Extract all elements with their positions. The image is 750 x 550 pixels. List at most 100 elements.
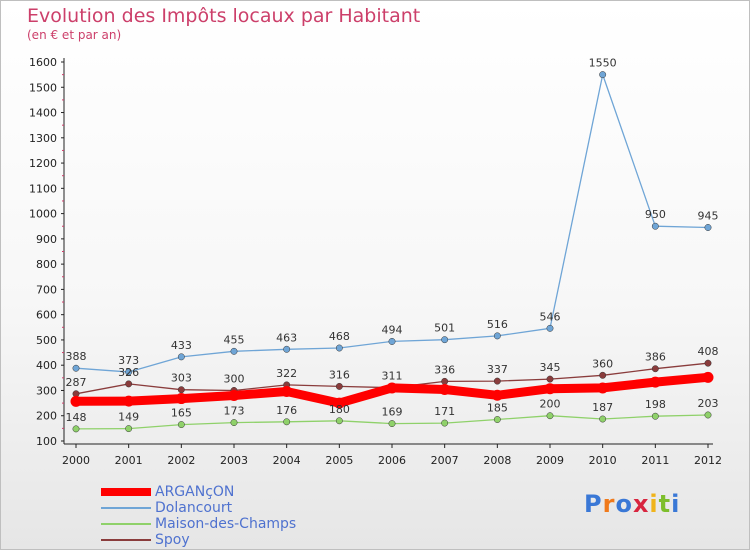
legend-swatch-maison-des-champs xyxy=(101,523,151,525)
data-label-dolancourt: 373 xyxy=(118,354,139,367)
legend-label-dolancourt: Dolancourt xyxy=(155,500,233,516)
chart-data-labels: 388 373 433 455 463 468 494 501 516 546 1550 950 945… xyxy=(66,57,719,424)
data-point-argan-on xyxy=(175,393,187,405)
data-label-spoy: 322 xyxy=(276,367,297,380)
data-label-dolancourt: 494 xyxy=(382,323,403,336)
y-tick-label: 1500 xyxy=(29,81,57,94)
data-point-spoy xyxy=(493,377,501,385)
data-point-dolancourt xyxy=(599,71,607,79)
x-tick-label: 2004 xyxy=(273,454,301,467)
data-point-dolancourt xyxy=(72,364,80,372)
chart-axes: 100 200 300 400 500 600 700 800 900 1000 1100 1200 1… xyxy=(29,56,722,467)
legend-swatch-arganon xyxy=(101,488,151,496)
data-label-dolancourt: 1550 xyxy=(589,57,617,70)
data-label-maison-des-champs: 173 xyxy=(224,405,245,418)
legend-label-spoy: Spoy xyxy=(155,532,190,548)
y-tick-label: 1200 xyxy=(29,157,57,170)
chart-legend: ARGANçON Dolancourt Maison-des-Champs Sp… xyxy=(101,484,296,548)
chart-subtitle: (en € et par an) xyxy=(27,28,122,42)
data-label-dolancourt: 455 xyxy=(224,333,245,346)
data-point-dolancourt xyxy=(388,337,396,345)
data-point-spoy xyxy=(177,386,185,394)
data-point-argan-on xyxy=(649,376,661,388)
data-label-maison-des-champs: 169 xyxy=(382,406,403,419)
data-point-maison-des-champs xyxy=(230,419,238,427)
y-tick-label: 100 xyxy=(36,435,57,448)
y-tick-label: 1300 xyxy=(29,132,57,145)
data-point-argan-on xyxy=(228,390,240,402)
data-point-argan-on xyxy=(544,383,556,395)
data-point-dolancourt xyxy=(546,324,554,332)
y-tick-label: 800 xyxy=(36,258,57,271)
x-tick-label: 2006 xyxy=(378,454,406,467)
data-point-argan-on xyxy=(70,395,82,407)
x-tick-label: 2005 xyxy=(325,454,353,467)
data-label-dolancourt: 463 xyxy=(276,331,297,344)
data-point-argan-on xyxy=(491,389,503,401)
data-label-dolancourt: 468 xyxy=(329,330,350,343)
data-point-spoy xyxy=(704,359,712,367)
data-point-maison-des-champs xyxy=(441,419,449,427)
data-point-maison-des-champs xyxy=(177,421,185,429)
y-tick-label: 1000 xyxy=(29,208,57,221)
data-label-dolancourt: 433 xyxy=(171,339,192,352)
data-label-maison-des-champs: 180 xyxy=(329,403,350,416)
legend-item-arganon: ARGANçON xyxy=(101,484,296,500)
chart-title: Evolution des Impôts locaux par Habitant xyxy=(27,5,421,27)
data-label-maison-des-champs: 171 xyxy=(434,405,455,418)
data-point-maison-des-champs xyxy=(72,425,80,433)
data-point-spoy xyxy=(125,380,133,388)
x-tick-label: 2012 xyxy=(694,454,722,467)
data-label-maison-des-champs: 187 xyxy=(592,401,613,414)
y-tick-label: 600 xyxy=(36,309,57,322)
data-label-spoy: 386 xyxy=(645,351,666,364)
logo-letter: t xyxy=(658,490,672,518)
data-label-spoy: 337 xyxy=(487,363,508,376)
data-label-maison-des-champs: 165 xyxy=(171,407,192,420)
data-label-maison-des-champs: 203 xyxy=(698,397,719,410)
data-point-dolancourt xyxy=(177,353,185,361)
y-tick-label: 300 xyxy=(36,384,57,397)
logo-letter: i xyxy=(671,490,681,518)
data-label-spoy: 311 xyxy=(382,370,403,383)
data-label-dolancourt: 388 xyxy=(66,350,87,363)
data-point-maison-des-champs xyxy=(704,411,712,419)
data-point-spoy xyxy=(546,375,554,383)
data-point-maison-des-champs xyxy=(493,416,501,423)
y-tick-label: 1400 xyxy=(29,107,57,120)
data-label-maison-des-champs: 198 xyxy=(645,398,666,411)
data-point-maison-des-champs xyxy=(388,420,396,428)
y-tick-label: 900 xyxy=(36,233,57,246)
chart-lines xyxy=(70,71,714,433)
data-point-argan-on xyxy=(333,397,345,409)
data-label-spoy: 300 xyxy=(224,372,245,385)
data-point-maison-des-champs xyxy=(283,418,291,426)
x-tick-label: 2003 xyxy=(220,454,248,467)
data-label-spoy: 360 xyxy=(592,357,613,370)
y-tick-label: 700 xyxy=(36,283,57,296)
data-point-dolancourt xyxy=(335,344,343,352)
data-label-maison-des-champs: 176 xyxy=(276,404,297,417)
data-point-argan-on xyxy=(281,385,293,397)
y-tick-label: 1100 xyxy=(29,182,57,195)
x-tick-label: 2001 xyxy=(115,454,143,467)
data-label-spoy: 316 xyxy=(329,368,350,381)
x-tick-label: 2011 xyxy=(641,454,669,467)
data-label-spoy: 345 xyxy=(540,361,561,374)
data-point-maison-des-champs xyxy=(546,412,554,420)
legend-item-dolancourt: Dolancourt xyxy=(101,500,296,516)
logo-letter: r xyxy=(602,490,616,518)
data-point-maison-des-champs xyxy=(599,415,607,423)
data-point-argan-on xyxy=(702,371,714,383)
proxiti-logo: Proxiti xyxy=(584,490,680,518)
data-label-maison-des-champs: 148 xyxy=(66,411,87,424)
data-point-maison-des-champs xyxy=(651,412,659,420)
data-point-maison-des-champs xyxy=(335,417,343,425)
data-point-spoy xyxy=(335,382,343,390)
data-point-spoy xyxy=(599,371,607,379)
x-tick-label: 2002 xyxy=(167,454,195,467)
x-tick-label: 2010 xyxy=(589,454,617,467)
data-point-dolancourt xyxy=(704,224,712,231)
legend-item-spoy: Spoy xyxy=(101,532,296,548)
